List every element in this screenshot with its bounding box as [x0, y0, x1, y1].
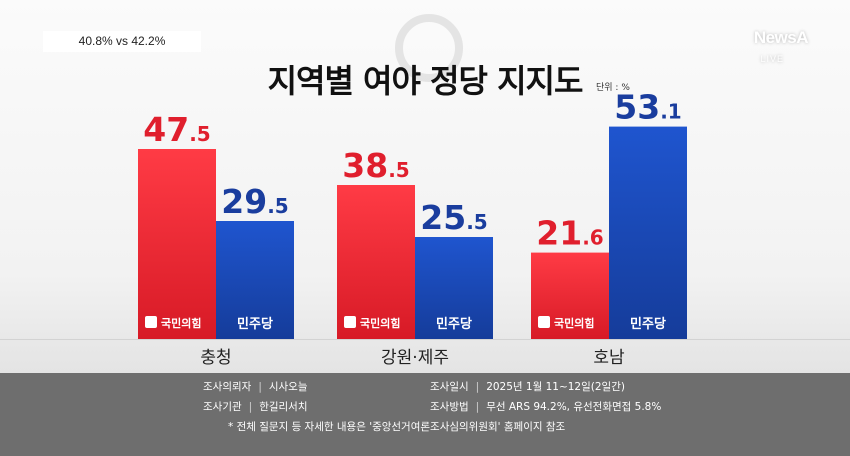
bar-ppp-1	[337, 185, 415, 339]
survey-footnote: * 전체 질문지 등 자세한 내용은 '중앙선거여론조사심의위원회' 홈페이지 …	[228, 421, 566, 433]
value-label-ppp-1: 38.5	[342, 146, 409, 185]
ppp-party-logo: 국민의힘	[145, 316, 201, 330]
value-label-dp-2: 53.1	[614, 88, 681, 127]
chart-title: 지역별 여야 정당 지지도	[267, 62, 584, 100]
bar-dp-2	[609, 126, 687, 339]
survey-method-label: 조사방법	[430, 401, 469, 413]
survey-date-value: 2025년 1월 11~12일(2일간)	[486, 381, 625, 393]
svg-text:국민의힘: 국민의힘	[554, 316, 594, 330]
survey-info-panel: 조사의뢰자 | 시사오늘 조사기관 | 한길리서치 조사일시 | 2025년 1월 11~1…	[0, 373, 850, 456]
value-label-ppp-0: 47.5	[143, 110, 210, 149]
survey-client-label: 조사의뢰자	[203, 381, 252, 393]
bar-ppp-0	[138, 149, 216, 339]
survey-agency-label: 조사기관	[203, 401, 242, 413]
dp-party-logo: 민주당	[630, 316, 666, 332]
unit-label: 단위 : %	[596, 83, 630, 93]
value-label-dp-1: 25.5	[420, 198, 487, 237]
survey-date-row: 조사일시 | 2025년 1월 11~12일(2일간)	[430, 381, 625, 393]
survey-agency-value: 한길리서치	[259, 401, 308, 413]
survey-method-value: 무선 ARS 94.2%, 유선전화면접 5.8%	[486, 401, 662, 413]
dp-party-logo: 민주당	[237, 316, 273, 332]
comparison-caption: 40.8% vs 42.2%	[43, 31, 201, 52]
brand-logo-text: NewsA	[753, 28, 809, 47]
survey-date-label: 조사일시	[430, 381, 469, 393]
bar-dp-0	[216, 221, 294, 339]
survey-agency-row: 조사기관 | 한길리서치	[203, 401, 308, 413]
live-indicator: LIVE	[760, 54, 784, 64]
svg-text:국민의힘: 국민의힘	[360, 316, 400, 330]
bar-dp-1	[415, 237, 493, 339]
value-label-ppp-2: 21.6	[536, 214, 603, 253]
category-label-2: 호남	[593, 348, 625, 368]
category-label-0: 충청	[200, 348, 231, 368]
svg-text:국민의힘: 국민의힘	[161, 316, 201, 330]
decorative-ring	[395, 14, 463, 82]
value-label-dp-0: 29.5	[221, 182, 288, 221]
survey-client-row: 조사의뢰자 | 시사오늘	[203, 381, 308, 393]
dp-party-logo: 민주당	[436, 316, 472, 332]
channel-logo: NewsA LIVE	[718, 28, 809, 64]
ppp-party-logo: 국민의힘	[344, 316, 400, 330]
ppp-party-logo: 국민의힘	[538, 316, 594, 330]
survey-method-row: 조사방법 | 무선 ARS 94.2%, 유선전화면접 5.8%	[430, 401, 662, 413]
category-label-1: 강원·제주	[381, 348, 449, 368]
survey-client-value: 시사오늘	[268, 381, 308, 393]
